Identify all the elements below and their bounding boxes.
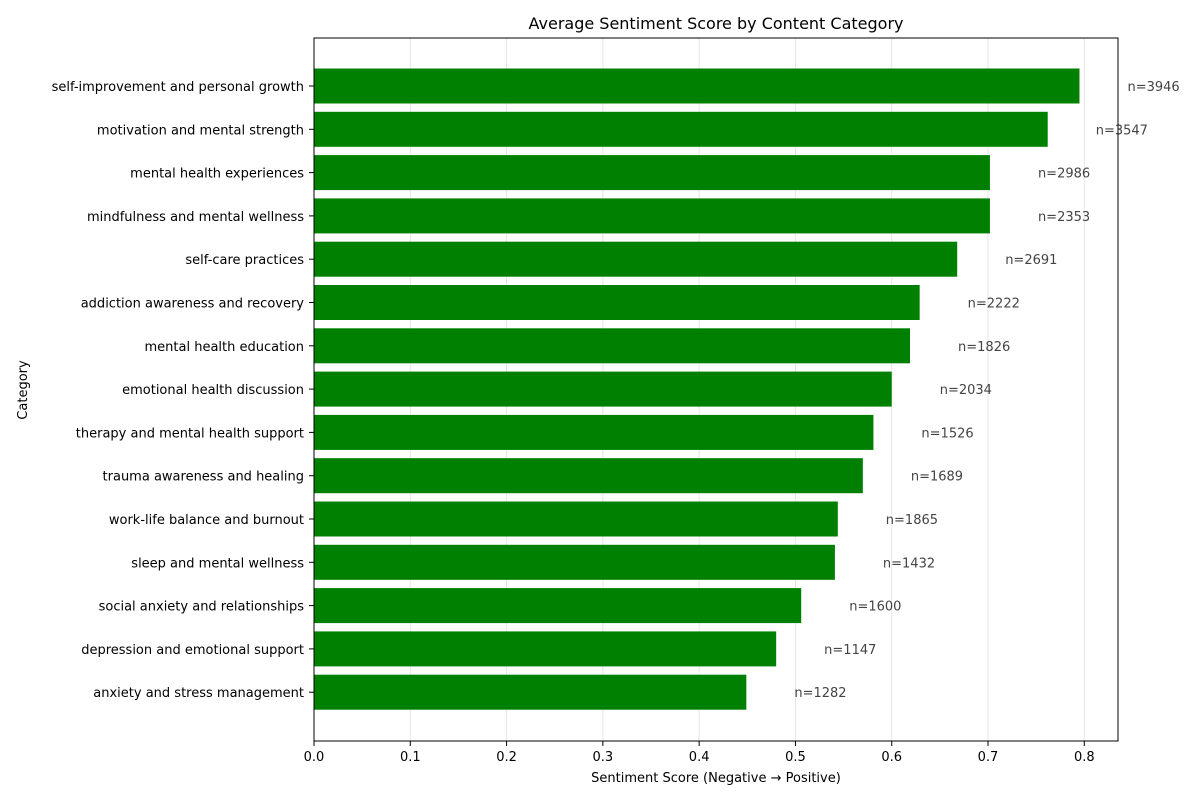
x-tick-label: 0.1 (400, 750, 421, 765)
y-tick-label: self-improvement and personal growth (52, 80, 304, 95)
x-tick-label: 0.0 (304, 750, 325, 765)
bar (314, 501, 838, 537)
data-label: n=1282 (794, 686, 846, 701)
bar (314, 68, 1080, 104)
y-tick-label: sleep and mental wellness (131, 556, 304, 571)
y-tick-label: addiction awareness and recovery (81, 297, 305, 312)
x-tick-label: 0.6 (881, 750, 902, 765)
data-label: n=2222 (968, 297, 1020, 312)
y-tick-label: social anxiety and relationships (99, 600, 305, 615)
bar (314, 285, 920, 320)
data-label: n=1432 (883, 556, 935, 571)
bar (314, 631, 777, 667)
data-label: n=2353 (1038, 210, 1090, 225)
bar (314, 155, 990, 191)
bar (314, 414, 874, 450)
bar (314, 544, 835, 580)
x-tick-label: 0.4 (689, 750, 710, 765)
bar (314, 371, 892, 407)
y-axis-label: Category (16, 360, 31, 420)
y-tick-label: therapy and mental health support (76, 426, 304, 441)
x-tick-label: 0.8 (1074, 750, 1095, 765)
x-tick-layer: 0.0 0.1 0.2 0.3 0.4 0.5 0.6 0.7 0.8 (304, 741, 1095, 765)
x-axis-label: Sentiment Score (Negative → Positive) (591, 771, 841, 786)
chart-title: Average Sentiment Score by Content Categ… (529, 14, 904, 33)
x-tick-label: 0.7 (978, 750, 999, 765)
y-tick-label: depression and emotional support (81, 643, 304, 658)
x-tick-label: 0.3 (593, 750, 614, 765)
y-tick-layer: self-improvement and personal growth moti… (52, 80, 314, 701)
bar (314, 328, 911, 364)
y-tick-label: mental health experiences (130, 167, 304, 182)
data-label: n=2986 (1038, 167, 1090, 182)
bar (314, 241, 958, 277)
data-label: n=3547 (1096, 123, 1148, 138)
bar (314, 674, 747, 710)
y-tick-label: emotional health discussion (122, 383, 304, 398)
data-label: n=3946 (1127, 80, 1179, 95)
data-label: n=2691 (1005, 253, 1057, 268)
y-tick-label: motivation and mental strength (97, 123, 304, 138)
bar (314, 198, 990, 234)
bar-layer (314, 68, 1080, 710)
annotation-layer: n=3946 n=3547 n=2986 n=2353 n=2691 n=2222 n=18… (794, 80, 1179, 701)
data-label: n=1826 (958, 340, 1010, 355)
data-label: n=1865 (886, 513, 938, 528)
data-label: n=1526 (921, 426, 973, 441)
bar (314, 458, 863, 494)
data-label: n=2034 (940, 383, 992, 398)
bar (314, 588, 802, 624)
y-tick-label: mindfulness and mental wellness (87, 210, 304, 225)
data-label: n=1689 (911, 470, 963, 485)
y-tick-label: trauma awareness and healing (103, 470, 304, 485)
y-tick-label: mental health education (145, 340, 305, 355)
data-label: n=1600 (849, 600, 901, 615)
x-tick-label: 0.2 (496, 750, 517, 765)
y-tick-label: anxiety and stress management (93, 686, 304, 701)
bar (314, 111, 1048, 147)
y-tick-label: self-care practices (185, 253, 304, 268)
data-label: n=1147 (824, 643, 876, 658)
y-tick-label: work-life balance and burnout (109, 513, 304, 528)
x-tick-label: 0.5 (785, 750, 806, 765)
